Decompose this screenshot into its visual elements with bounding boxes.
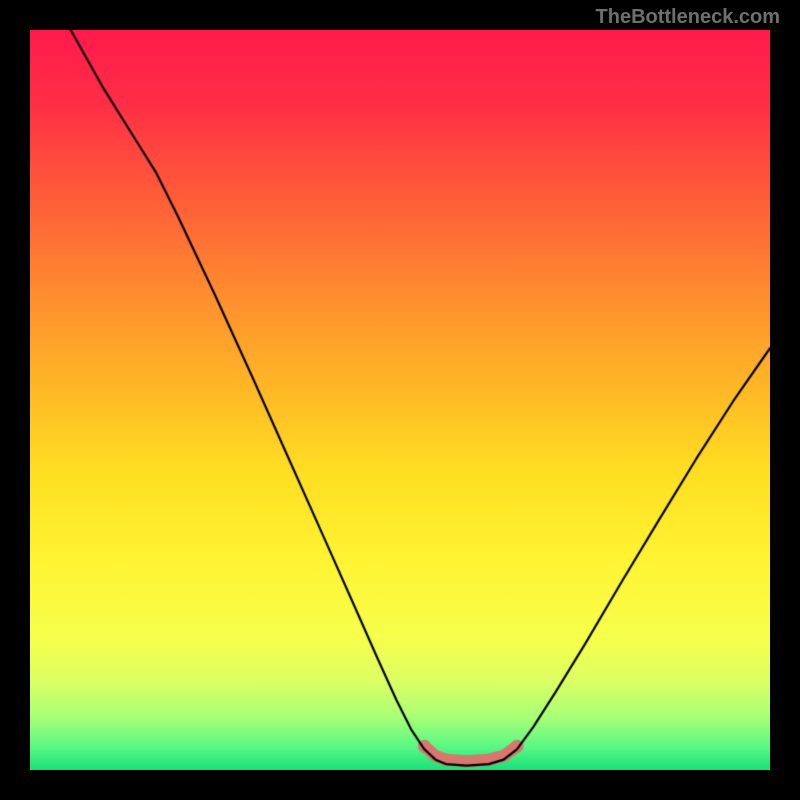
- curve-canvas: [30, 30, 770, 770]
- plot-area: [30, 30, 770, 770]
- chart-frame: TheBottleneck.com: [0, 0, 800, 800]
- watermark-text: TheBottleneck.com: [596, 6, 780, 29]
